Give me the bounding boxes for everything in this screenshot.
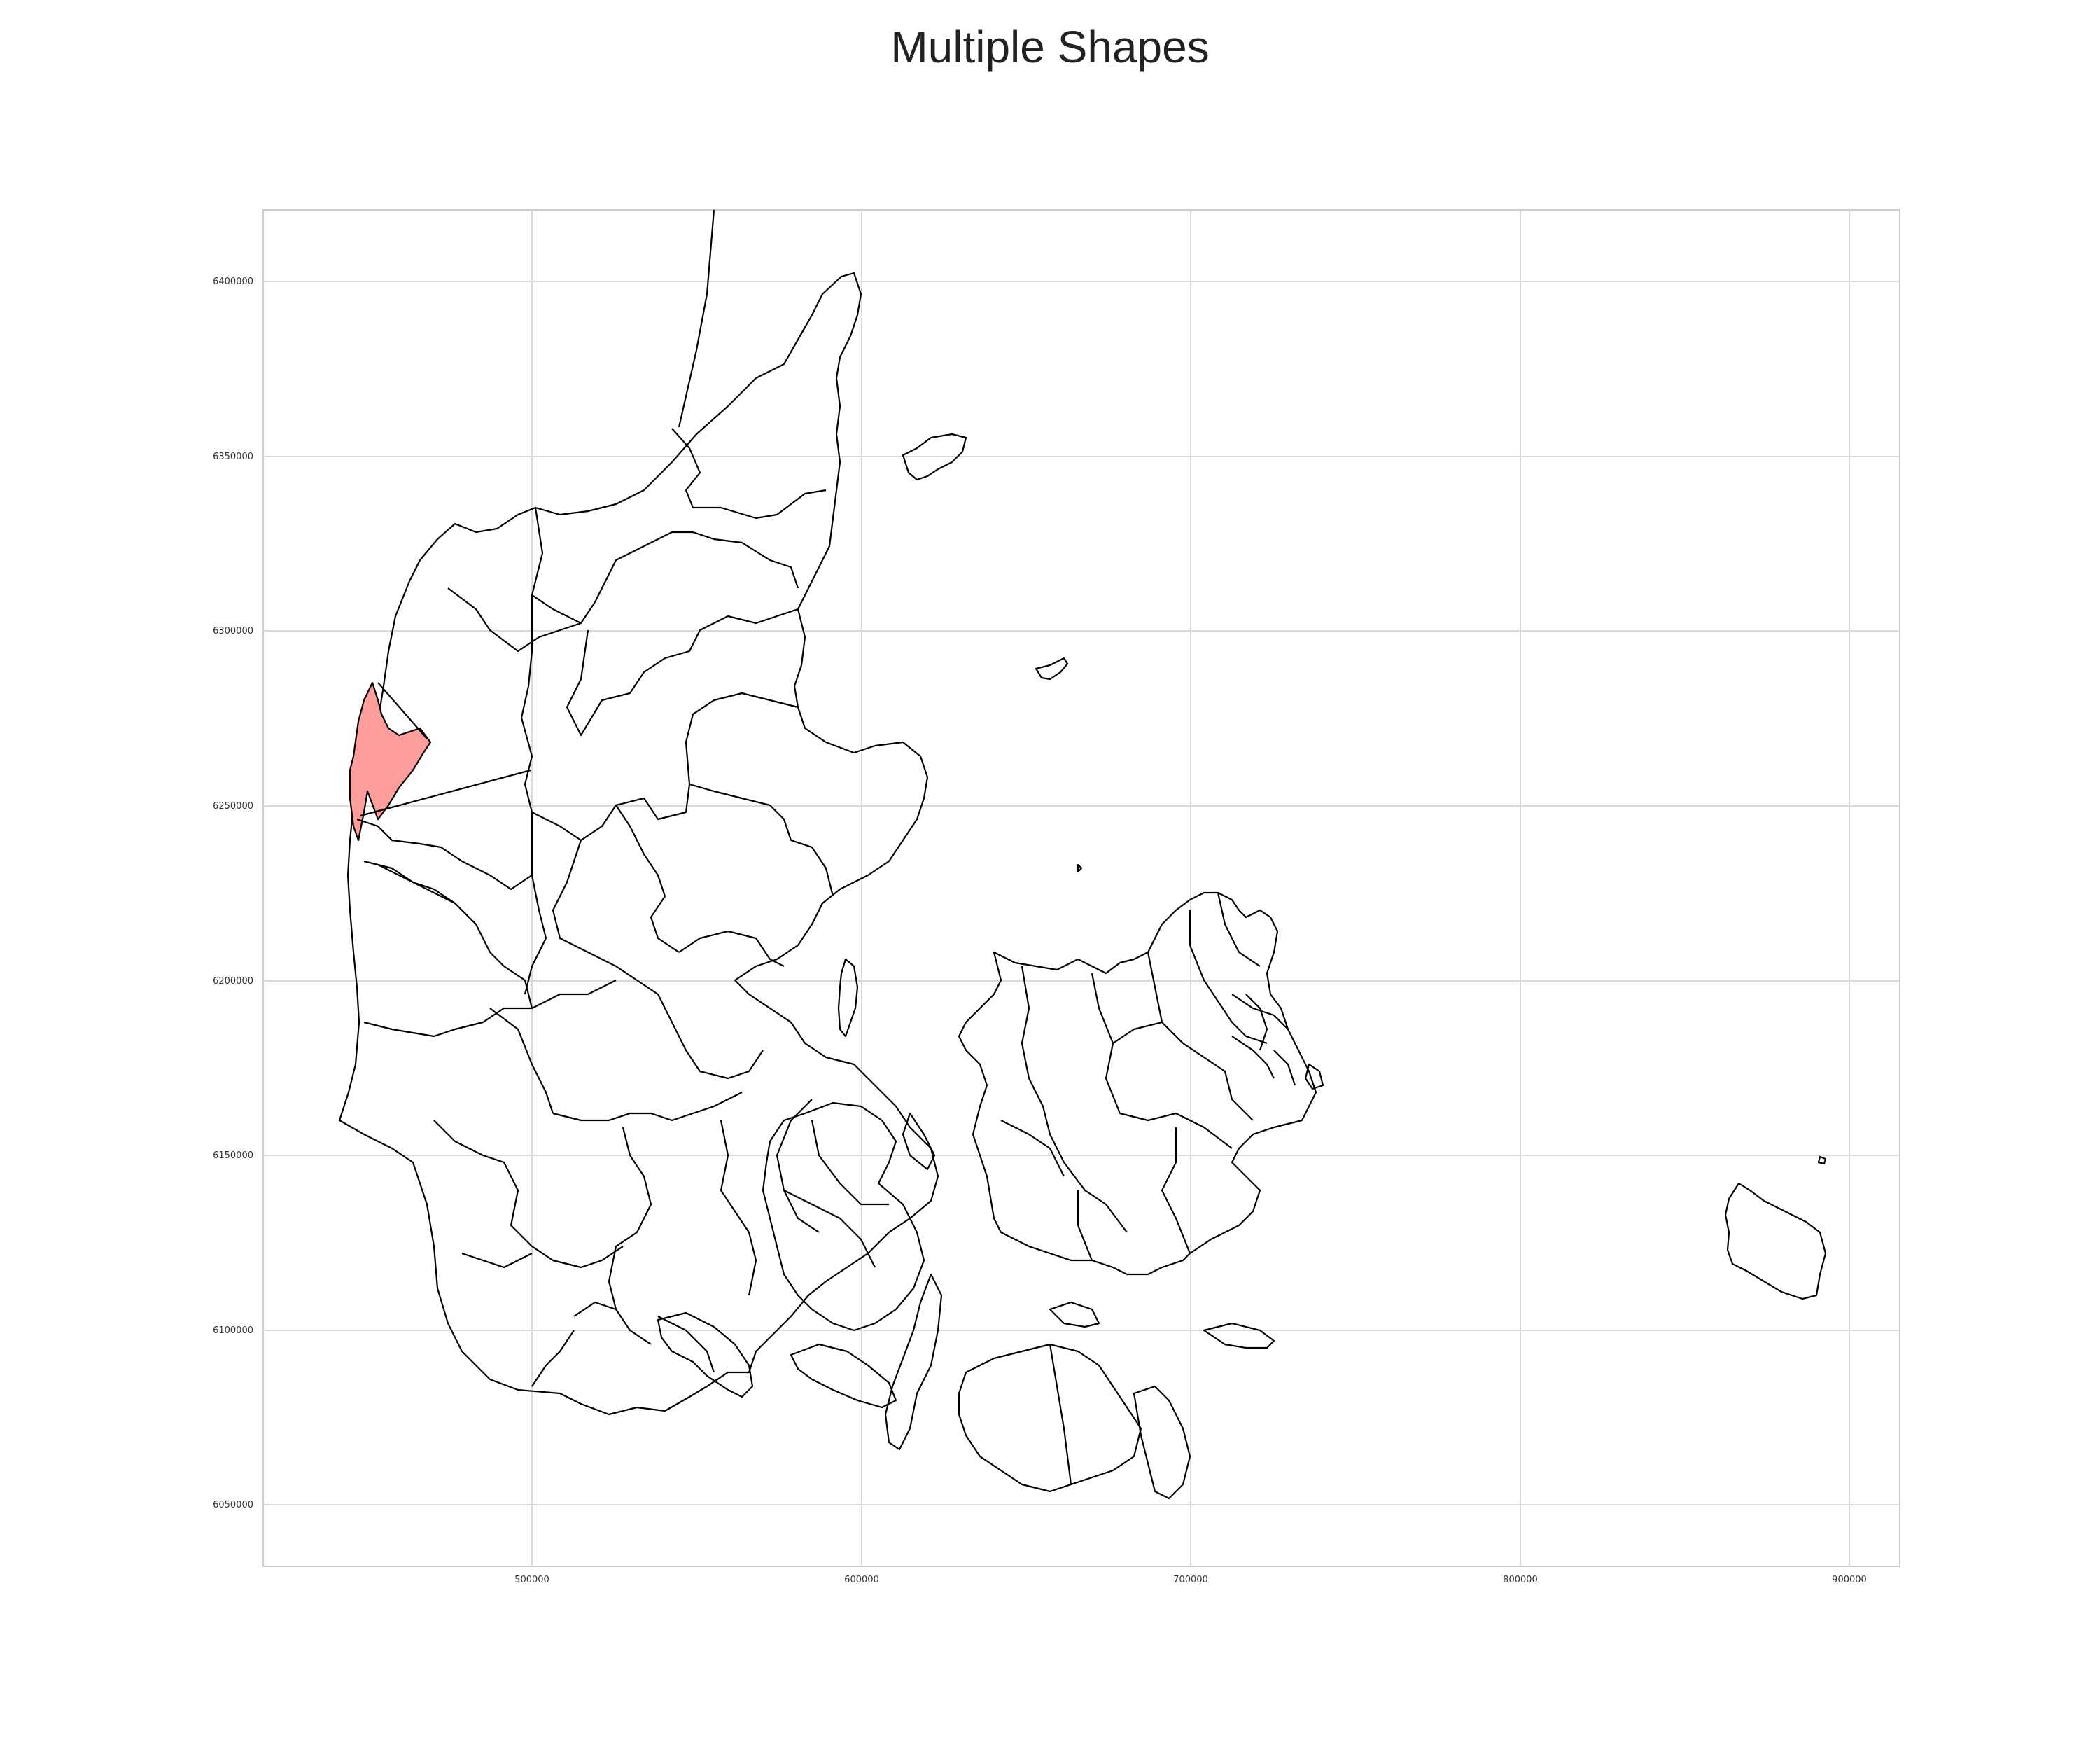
- x-tick-label: 900000: [1832, 1575, 1867, 1585]
- island-outline: [1817, 1155, 1827, 1165]
- region-border: [689, 783, 834, 897]
- region-border: [720, 1120, 757, 1296]
- island-outline: [1077, 863, 1083, 873]
- island-outline: [1203, 1322, 1275, 1349]
- region-border: [447, 587, 582, 653]
- region-border: [377, 682, 428, 739]
- region-border: [360, 769, 531, 817]
- y-tick-label: 6400000: [213, 277, 253, 287]
- region-border: [615, 805, 680, 953]
- plot-frame: [262, 209, 1900, 1567]
- region-border: [1000, 1120, 1065, 1177]
- y-tick-label: 6300000: [213, 626, 253, 636]
- x-tick-label: 700000: [1173, 1575, 1208, 1585]
- region-border: [1091, 973, 1233, 1149]
- grid: [263, 210, 1900, 1566]
- region-border: [811, 1120, 889, 1206]
- region-border: [657, 1316, 715, 1373]
- island-outline: [1035, 657, 1069, 681]
- region-border: [461, 1252, 533, 1269]
- region-border: [1245, 994, 1268, 1051]
- map-shapes: [338, 209, 1827, 1500]
- y-tick-label: 6150000: [213, 1150, 253, 1161]
- funen-outline: [762, 1101, 925, 1332]
- region-border: [552, 1092, 743, 1122]
- y-tick-label: 6200000: [213, 976, 253, 987]
- zealand-outline: [958, 891, 1317, 1276]
- region-border: [1161, 1127, 1191, 1254]
- x-tick-label: 500000: [514, 1575, 550, 1585]
- y-tick-label: 6100000: [213, 1325, 253, 1336]
- region-border: [608, 1127, 652, 1345]
- region-border: [489, 1008, 554, 1114]
- y-tick-label: 6250000: [213, 801, 253, 812]
- island-outline: [1304, 1063, 1324, 1090]
- island-outline: [958, 1343, 1142, 1493]
- region-border: [1021, 966, 1128, 1233]
- island-outline: [884, 1273, 943, 1451]
- region-border: [1231, 1036, 1275, 1079]
- region-border: [531, 507, 799, 625]
- y-tick-label: 6350000: [213, 452, 253, 462]
- island-outline: [902, 433, 967, 481]
- region-border: [671, 428, 827, 520]
- island-outline: [902, 1112, 936, 1171]
- region-border: [1273, 1050, 1296, 1086]
- island-outline: [837, 958, 859, 1038]
- region-border: [356, 818, 533, 891]
- highlighted-municipality: [349, 681, 432, 842]
- bornholm-outline: [1724, 1182, 1827, 1300]
- island-outline: [1049, 1301, 1100, 1328]
- region-border: [524, 812, 547, 995]
- island-outline: [657, 1311, 754, 1398]
- region-border: [678, 930, 785, 967]
- region-border: [1189, 910, 1268, 1045]
- y-tick-label: 6050000: [213, 1500, 253, 1510]
- region-border: [520, 595, 533, 785]
- chart-title: Multiple Shapes: [890, 22, 1210, 72]
- region-border: [1231, 994, 1289, 1030]
- region-border: [1112, 1021, 1163, 1044]
- jutland-outline: [338, 272, 939, 1416]
- region-border: [524, 692, 799, 842]
- region-border: [783, 1190, 876, 1268]
- region-border: [678, 209, 715, 428]
- region-border: [531, 1330, 575, 1387]
- island-outline: [790, 1343, 897, 1409]
- region-border: [433, 1120, 624, 1269]
- region-border: [377, 864, 456, 904]
- region-border: [1147, 952, 1254, 1121]
- region-border: [1049, 1344, 1072, 1485]
- x-tick-label: 600000: [844, 1575, 879, 1585]
- region-border: [363, 860, 533, 1009]
- region-border: [1077, 1190, 1093, 1261]
- region-border: [363, 980, 617, 1038]
- region-border: [1217, 892, 1261, 967]
- island-outline: [1133, 1385, 1191, 1500]
- x-tick-label: 800000: [1503, 1575, 1538, 1585]
- region-border: [573, 1301, 617, 1317]
- region-border: [566, 608, 799, 737]
- region-border: [552, 840, 764, 1080]
